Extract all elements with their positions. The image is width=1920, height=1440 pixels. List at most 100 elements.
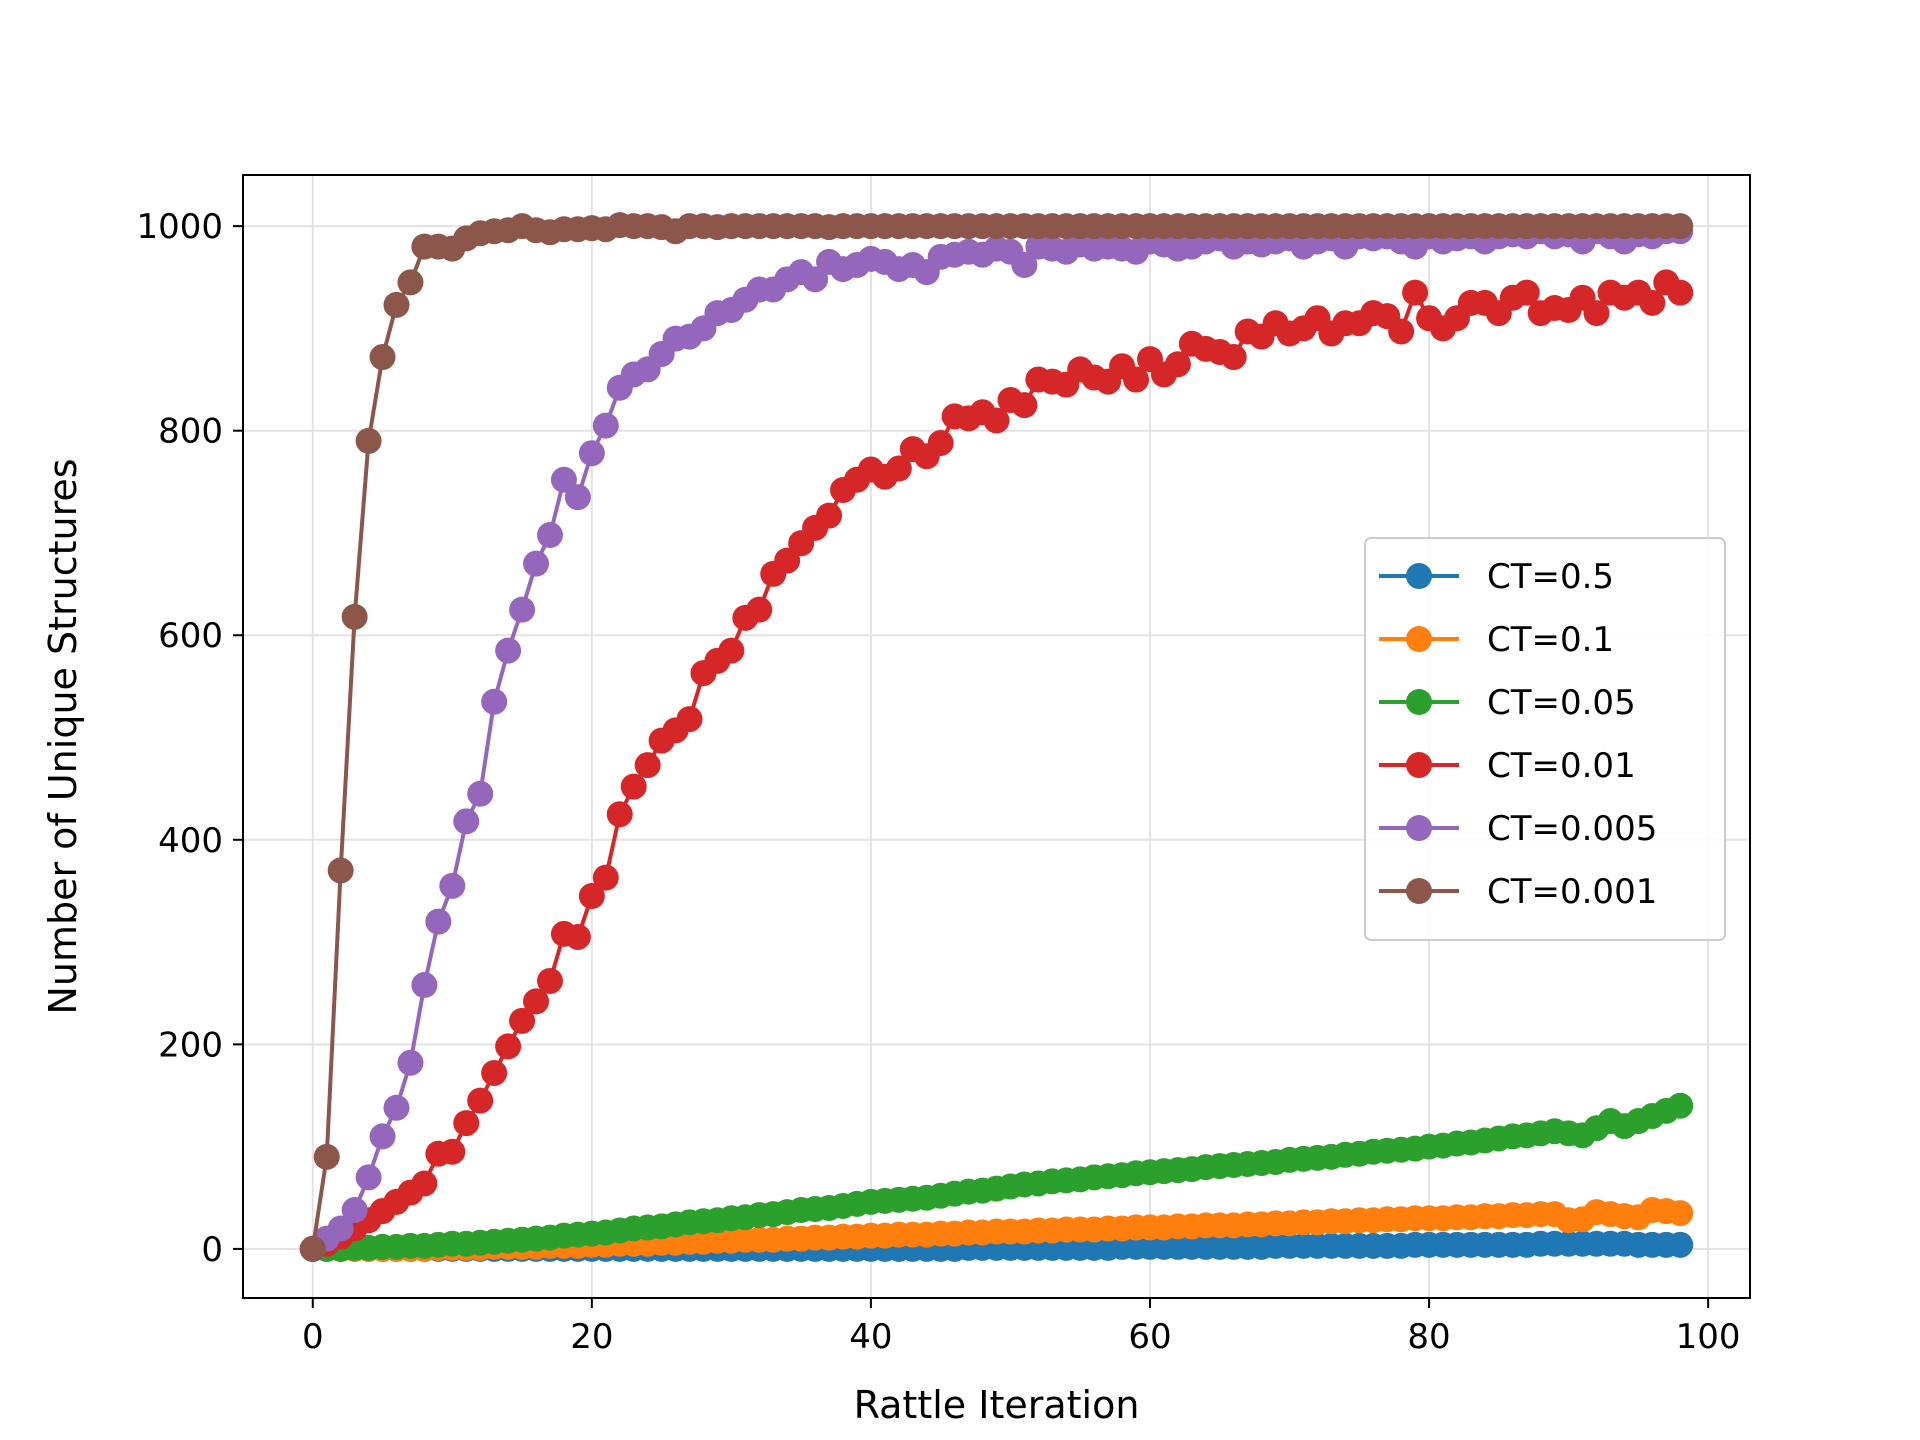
data-point [327,857,354,884]
data-point [369,344,396,371]
x-axis: 0 20 40 60 80 100 [302,1298,1741,1357]
x-axis-label: Rattle Iteration [854,1383,1140,1427]
data-point [1639,289,1666,316]
legend-marker [1406,689,1432,715]
data-point [564,484,591,511]
x-tick-label: 60 [1128,1317,1171,1357]
data-point [1583,300,1610,327]
data-point [1011,392,1038,419]
data-point [536,522,563,549]
y-tick-label: 800 [158,412,223,452]
data-point [885,455,912,482]
data-point [509,596,536,623]
legend-label: CT=0.005 [1487,809,1657,849]
data-point [578,883,605,910]
legend-marker [1406,878,1432,904]
data-point [1123,366,1150,393]
legend-marker [1406,626,1432,652]
data-point [718,637,745,664]
legend-item: CT=0.005 [1379,809,1657,849]
data-point [467,1087,494,1114]
data-point [313,1143,340,1170]
data-point [299,1235,326,1262]
series-CT=0.05 [299,1092,1694,1262]
data-point [774,547,801,574]
x-tick-label: 40 [849,1317,892,1357]
data-point [481,688,508,715]
legend-label: CT=0.01 [1487,746,1636,786]
data-point [1667,1200,1694,1227]
data-point [453,808,480,835]
data-point [369,1123,396,1150]
plot-area [299,212,1694,1262]
data-point [564,923,591,950]
data-point [1402,279,1429,306]
legend-label: CT=0.001 [1487,872,1657,912]
data-point [327,1215,354,1242]
data-point [383,291,410,318]
legend-item: CT=0.01 [1379,746,1636,786]
data-point [676,706,703,733]
data-point [1667,279,1694,306]
legend: CT=0.5 CT=0.1 CT=0.05 CT=0.01 CT=0.005 CT=0.0… [1364,537,1726,941]
legend-label: CT=0.1 [1487,620,1614,660]
data-point [1011,252,1038,279]
data-point [620,773,647,800]
data-point [1220,344,1247,371]
data-point [411,1170,438,1197]
data-point [606,801,633,828]
axes-frame [242,174,1751,1299]
legend-item: CT=0.1 [1379,620,1614,660]
data-point [1667,1092,1694,1119]
legend-label: CT=0.05 [1487,683,1636,723]
data-point [467,780,494,807]
data-point [397,1049,424,1076]
x-tick-label: 20 [570,1317,613,1357]
data-point [746,596,773,623]
y-tick-label: 0 [201,1230,223,1270]
data-point [341,1197,368,1224]
data-point [816,502,843,529]
legend-item: CT=0.001 [1379,872,1657,912]
y-tick-label: 600 [158,616,223,656]
legend-marker [1406,752,1432,778]
data-point [592,412,619,439]
data-point [411,972,438,999]
data-point [509,1007,536,1034]
y-tick-label: 200 [158,1025,223,1065]
data-point [397,269,424,296]
data-point [523,550,550,577]
data-point [1667,213,1694,240]
data-point [634,752,661,779]
series-CT=0.001 [299,212,1694,1262]
data-point [355,427,382,454]
legend-item: CT=0.5 [1379,557,1614,597]
data-point [439,872,466,899]
data-point [355,1164,382,1191]
data-point [802,266,829,293]
data-point [453,1110,480,1137]
data-point [536,967,563,994]
data-point [592,864,619,891]
legend-label: CT=0.5 [1487,557,1614,597]
data-point [927,429,954,456]
data-point [495,1033,522,1060]
data-point [1667,1231,1694,1258]
data-point [481,1059,508,1086]
data-point [1513,279,1540,306]
legend-item: CT=0.05 [1379,683,1636,723]
data-point [1388,318,1415,345]
data-point [1164,351,1191,378]
legend-marker [1406,563,1432,589]
data-point [578,440,605,467]
y-tick-label: 1000 [136,207,223,247]
data-point [495,637,522,664]
series-CT=0.01 [299,269,1694,1262]
data-point [341,603,368,630]
legend-marker [1406,815,1432,841]
x-tick-label: 80 [1407,1317,1450,1357]
y-axis-label: Number of Unique Structures [41,458,85,1014]
y-tick-label: 400 [158,821,223,861]
y-axis: 0 200 400 600 800 1000 [136,207,243,1270]
